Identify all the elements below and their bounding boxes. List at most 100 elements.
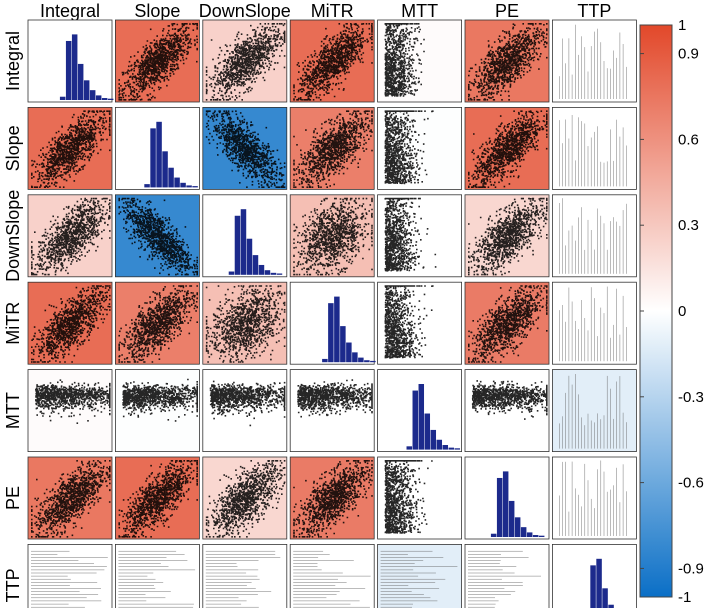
histogram-bar (83, 80, 90, 100)
cell-pe-slope (115, 456, 200, 540)
cell-integral-pe (464, 19, 550, 103)
histogram-bar (448, 447, 455, 450)
histogram-bar (340, 326, 346, 363)
scatter-points (118, 285, 198, 363)
colorbar-tick-label: -0.3 (678, 389, 704, 406)
histogram-bar (358, 357, 364, 363)
cell-slope-mitr (289, 107, 375, 190)
row-label-downslope: DownSlope (3, 190, 23, 282)
histogram-bar (264, 270, 271, 275)
cell-downslope-integral (27, 194, 113, 278)
cell-slope-slope (115, 107, 200, 190)
cell-background (202, 369, 288, 453)
histogram-bar (144, 184, 150, 188)
scatter-points (380, 550, 458, 608)
row-label-mtt: MTT (3, 392, 23, 429)
cell-mtt-mtt (377, 369, 463, 453)
histogram-bar (442, 445, 449, 450)
cell-integral-integral (27, 19, 114, 103)
column-label-pe: PE (495, 1, 519, 21)
scatter-points (30, 460, 111, 538)
histogram-bar (101, 98, 108, 100)
cell-ttp-pe (464, 544, 550, 608)
scatter-points (559, 24, 627, 99)
histogram-bar (186, 185, 192, 188)
scatter-points (468, 23, 548, 101)
cell-downslope-pe (464, 194, 550, 278)
histogram-bar (526, 532, 533, 537)
cell-mitr-integral (27, 281, 113, 365)
column-labels: Integral Slope DownSlope MiTR MTT PE TTP (40, 1, 611, 21)
histogram-bar (150, 128, 156, 188)
histogram-bar (168, 167, 174, 188)
scatter-points (559, 460, 627, 536)
cell-pe-downslope (202, 456, 288, 540)
cell-pe-mitr (289, 456, 375, 540)
cell-background (464, 194, 550, 278)
histogram-bar (77, 63, 84, 100)
row-label-ttp: TTP (3, 568, 23, 602)
scatter-points (118, 197, 198, 276)
scatter-points (30, 285, 111, 363)
cell-pe-mtt (377, 456, 463, 540)
histogram-bar (162, 151, 168, 188)
colorbar-gradient (639, 24, 673, 598)
cell-pe-pe (464, 456, 550, 540)
column-label-ttp: TTP (577, 1, 611, 21)
scatter-points (468, 285, 548, 363)
row-label-pe: PE (3, 486, 23, 510)
scatter-points (209, 380, 286, 427)
cell-mitr-slope (115, 281, 200, 365)
histogram-bar (95, 95, 102, 100)
cell-integral-downslope (202, 19, 288, 103)
histogram-bar (418, 384, 425, 450)
scatter-points (468, 110, 548, 188)
cell-integral-ttp (552, 19, 637, 103)
cell-pe-integral (27, 456, 113, 540)
scatter-points (384, 285, 434, 359)
cell-mitr-mitr (289, 281, 376, 365)
histogram-bar (352, 352, 358, 363)
cell-mtt-mitr (289, 369, 375, 453)
histogram-bar (346, 342, 352, 363)
histogram-bar (590, 565, 596, 608)
cell-integral-mtt (377, 19, 463, 103)
cell-mtt-pe (464, 369, 550, 453)
scatter-points (559, 374, 627, 449)
colorbar-tick-label: -0.6 (678, 475, 704, 492)
histogram-bar (364, 360, 370, 363)
histogram-bar (430, 429, 437, 450)
scatter-points (468, 550, 541, 608)
scatter-points (118, 550, 196, 608)
cell-mtt-ttp (552, 369, 637, 453)
cell-slope-mtt (377, 107, 463, 190)
colorbar-tick-label: -0.9 (678, 560, 704, 577)
histogram-bar (334, 296, 340, 363)
colorbar: 1 0.9 0.6 0.3 0 -0.3 -0.6 -0.9 -1 (639, 17, 704, 606)
colorbar-tick-label: 0.9 (678, 46, 699, 63)
column-label-slope: Slope (134, 1, 180, 21)
histogram-bar (490, 533, 497, 537)
cell-mtt-downslope (202, 369, 288, 453)
cell-ttp-integral (27, 544, 113, 608)
histogram-bar (596, 558, 602, 608)
scatter-points (559, 198, 627, 274)
cell-integral-mitr (289, 19, 375, 103)
cell-ttp-mitr (289, 544, 375, 608)
scatter-points (384, 23, 425, 97)
column-label-downslope: DownSlope (199, 1, 291, 21)
histogram-bar (240, 209, 247, 275)
cell-mtt-integral (27, 369, 113, 453)
scatter-points (293, 23, 373, 101)
histogram-bar (228, 271, 235, 275)
histogram-bar (174, 177, 180, 188)
cell-mitr-downslope (202, 281, 288, 365)
row-label-slope: Slope (3, 125, 23, 171)
histogram-bar (436, 439, 443, 450)
cell-downslope-downslope (202, 194, 288, 278)
colorbar-tick-label: -1 (678, 589, 691, 606)
histogram-bar (602, 588, 608, 608)
cell-ttp-downslope (202, 544, 288, 608)
histogram-bar (454, 448, 461, 450)
